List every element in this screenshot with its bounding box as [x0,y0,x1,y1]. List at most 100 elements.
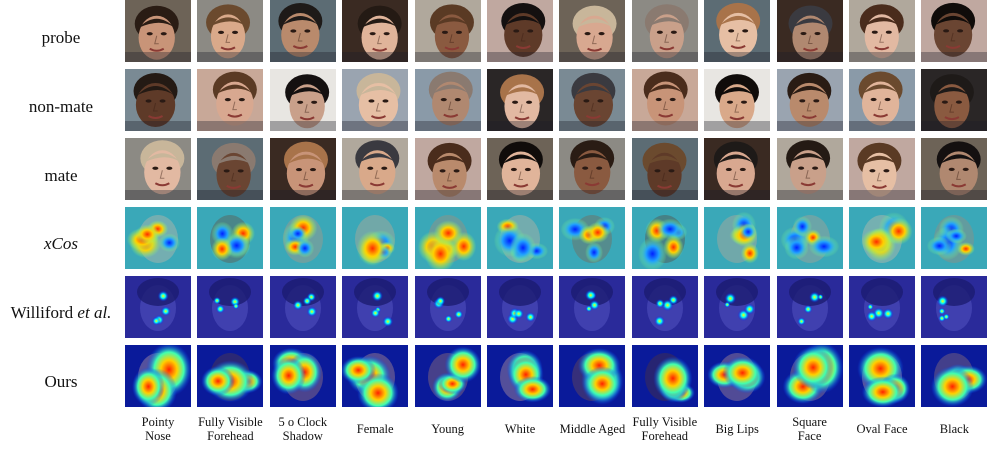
column-label: Young [412,422,484,436]
ours-image [559,345,626,407]
column-label-line: Fully Visible [198,415,263,429]
williford-image [197,276,264,338]
column-label-line: Pointy [141,415,175,429]
column-label-line: Face [797,429,822,443]
photo-image [342,69,409,131]
photo-image [197,0,264,62]
column-label-line: White [504,422,536,436]
photo-image [559,138,626,200]
column-label: Big Lips [701,422,773,436]
williford-image [125,276,191,338]
column-label: Female [339,422,411,436]
williford-image [776,276,843,338]
column-label-line: 5 o Clock [278,415,328,429]
column-label: 5 o Clock Shadow [267,415,339,443]
column-label: Oval Face [846,422,918,436]
xcos-image [921,207,988,269]
xcos-image [559,207,626,269]
column-label-line: Forehead [641,429,689,443]
photo-image [631,69,698,131]
column-label-line: Middle Aged [559,422,626,436]
row-label: xCos [44,234,78,253]
column-label-line: Square [792,415,827,429]
row-label: probe [41,28,81,47]
williford-image [631,276,698,338]
photo-image [197,138,264,200]
column-label: Pointy Nose [122,415,194,443]
williford-image [414,276,481,338]
photo-image [487,69,553,131]
photo-image [921,69,988,131]
xcos-image [631,207,698,269]
xcos-image [704,207,771,269]
column-label: Square Face [774,415,846,443]
column-label-line: Black [939,422,969,436]
photo-image [414,0,481,62]
photo-image [849,138,915,200]
row-label: mate [44,166,78,185]
photo-image [125,0,191,62]
williford-image [342,276,409,338]
photo-image [414,138,481,200]
ours-image [414,345,481,407]
ours-image [487,345,553,407]
column-label: Fully Visible Forehead [194,415,266,443]
column-label-line: Fully Visible [632,415,698,429]
column-label: Fully Visible Forehead [629,415,701,443]
column-label: Black [918,422,990,436]
photo-image [921,138,988,200]
photo-image [776,138,843,200]
column-label-line: Big Lips [715,422,759,436]
photo-image [487,138,553,200]
ours-image [342,345,409,407]
xcos-image [849,207,915,269]
photo-image [269,69,336,131]
row-label: non-mate [28,97,94,116]
xcos-image [414,207,481,269]
photo-image [559,0,626,62]
column-label-line: Young [431,422,464,436]
row-label-text: Williford [10,303,78,322]
photo-image [921,0,988,62]
ours-image [921,345,988,407]
ours-image [631,345,698,407]
williford-image [849,276,915,338]
photo-image [559,69,626,131]
column-label: Middle Aged [556,422,628,436]
photo-image [631,0,698,62]
photo-image [197,69,264,131]
photo-image [704,138,771,200]
xcos-image [125,207,191,269]
ours-image [776,345,843,407]
row-label: Williford et al. [0,303,122,323]
photo-image [125,138,191,200]
photo-image [269,0,336,62]
photo-image [631,138,698,200]
williford-image [269,276,336,338]
ours-image [704,345,771,407]
photo-image [125,69,191,131]
williford-image [487,276,553,338]
column-label-line: Female [356,422,394,436]
photo-image [776,0,843,62]
williford-image [704,276,771,338]
photo-image [342,0,409,62]
photo-image [414,69,481,131]
row-label-emphasis: et al. [77,303,112,322]
photo-image [849,0,915,62]
photo-image [487,0,553,62]
xcos-image [342,207,409,269]
xcos-image [776,207,843,269]
ours-image [269,345,336,407]
photo-image [704,0,771,62]
column-label-line: Forehead [207,429,254,443]
williford-image [559,276,626,338]
column-label: White [484,422,556,436]
photo-image [342,138,409,200]
row-label: Ours [44,372,78,391]
xcos-image [487,207,553,269]
xcos-image [197,207,264,269]
ours-image [197,345,264,407]
williford-image [921,276,988,338]
